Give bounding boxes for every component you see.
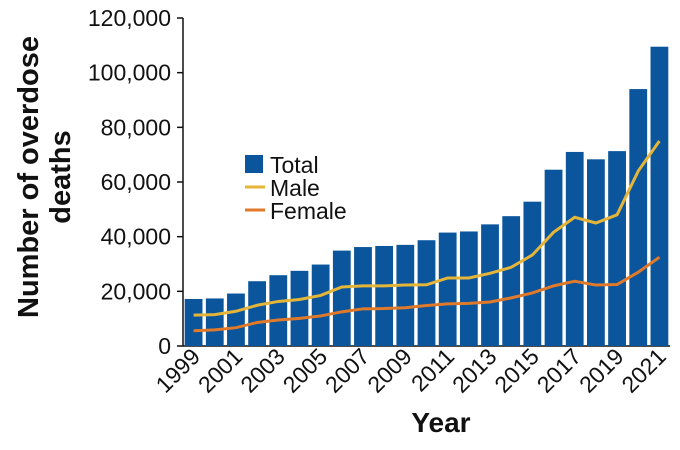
- y-tick-label: 40,000: [101, 224, 171, 250]
- line: [193, 140, 661, 317]
- x-tick-label: 2001: [193, 343, 248, 398]
- bar: [290, 270, 309, 346]
- y-tick-label: 100,000: [88, 60, 171, 86]
- bar: [565, 151, 584, 346]
- x-tick-label: 2021: [616, 343, 671, 398]
- bar: [586, 159, 605, 346]
- x-tick-label: 2019: [574, 343, 629, 398]
- y-axis-title: Number of overdose deaths: [13, 36, 77, 318]
- bar: [459, 231, 478, 346]
- bar: [311, 264, 330, 346]
- x-tick-label: 2003: [235, 343, 290, 398]
- line: [193, 255, 661, 333]
- y-tick-label: 0: [158, 333, 171, 359]
- bar: [417, 240, 436, 346]
- bar: [438, 232, 457, 346]
- y-tick-label: 20,000: [101, 278, 171, 304]
- bar: [650, 46, 669, 346]
- legend-label: Male: [270, 175, 320, 201]
- y-tick-label: 80,000: [101, 114, 171, 140]
- bar: [523, 201, 542, 346]
- bar: [248, 281, 267, 346]
- bar: [608, 151, 626, 346]
- bar: [544, 169, 563, 346]
- x-tick-label: 2013: [447, 343, 502, 398]
- legend-label: Total: [270, 152, 319, 178]
- x-tick-label: 2009: [362, 343, 417, 398]
- x-tick-label: 2015: [489, 343, 544, 398]
- bar: [227, 293, 245, 346]
- bar: [375, 245, 394, 346]
- bar: [269, 275, 288, 346]
- bar: [354, 247, 372, 346]
- bar: [184, 298, 203, 346]
- legend-label: Female: [270, 198, 347, 224]
- x-tick-label: 2007: [320, 343, 375, 398]
- bar: [396, 244, 415, 346]
- bar: [205, 298, 224, 346]
- bar: [502, 216, 521, 346]
- x-tick-label: 2011: [406, 343, 459, 396]
- x-tick-label: 2005: [278, 343, 333, 398]
- x-axis-title: Year: [411, 407, 470, 438]
- x-tick-label: 2017: [532, 343, 587, 398]
- bar: [332, 250, 351, 346]
- bar: [629, 89, 648, 347]
- y-tick-label: 60,000: [101, 169, 171, 195]
- legend-swatch: [245, 155, 263, 173]
- y-tick-label: 120,000: [88, 5, 171, 31]
- bar: [481, 224, 499, 346]
